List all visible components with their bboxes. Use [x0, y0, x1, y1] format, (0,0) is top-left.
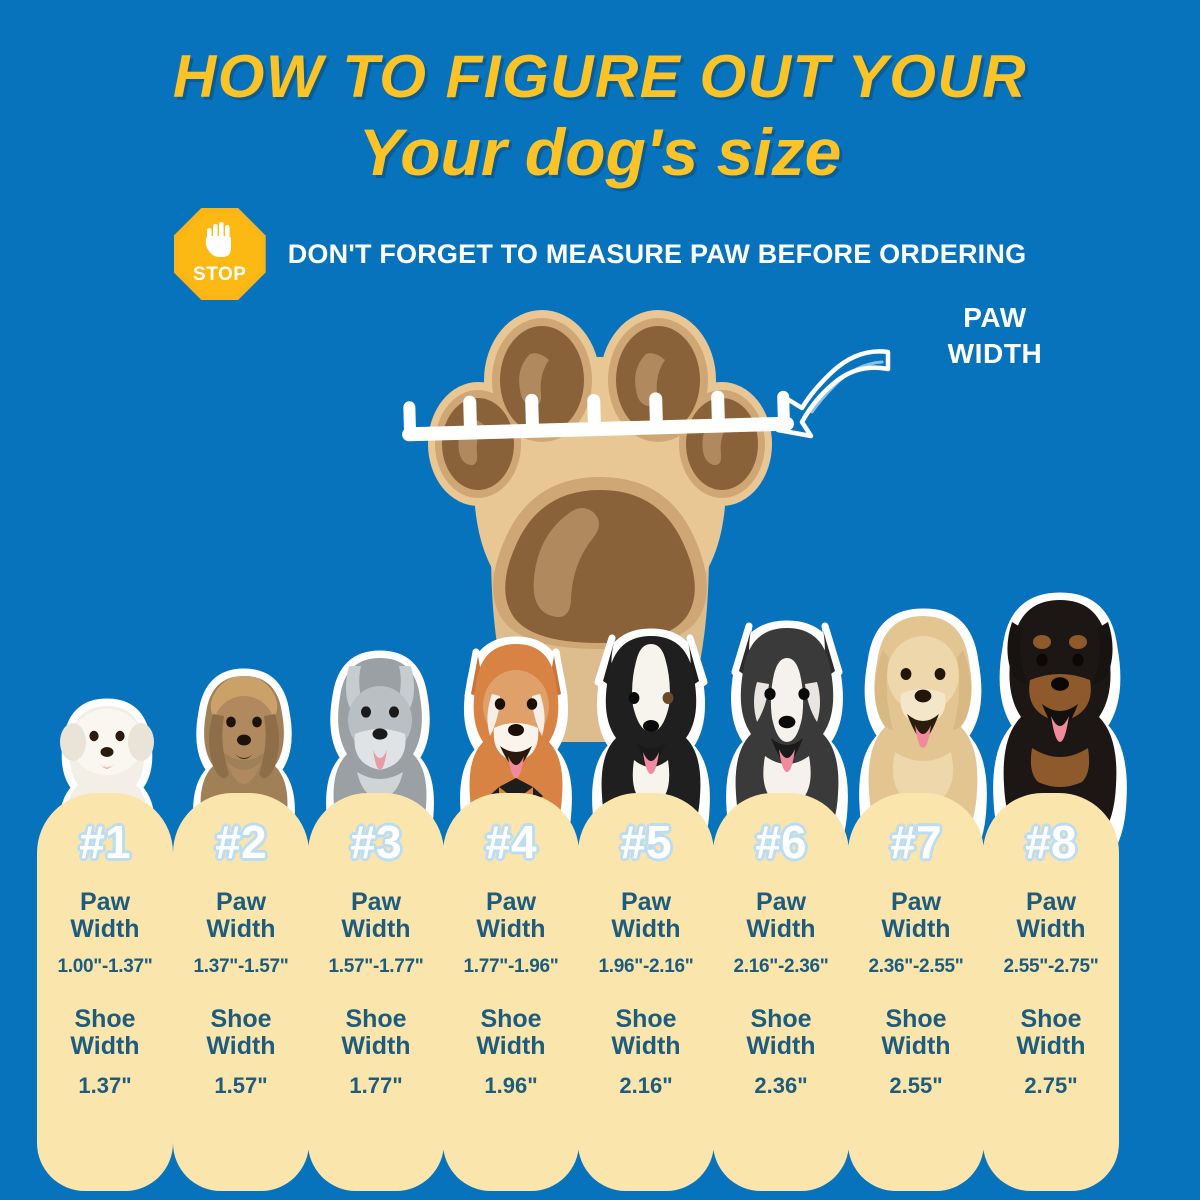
size-number: #2 [215, 816, 267, 868]
paw-width-label-l1: Paw [485, 888, 537, 916]
paw-width-label-l1: Paw [215, 888, 267, 916]
paw-width-label: Paw Width [983, 889, 1119, 943]
shoe-width-label-l2: Width [881, 1032, 951, 1060]
size-card-6[interactable]: #6 Paw Width 2.16"-2.36" Shoe Width 2.36" [713, 793, 849, 1191]
size-card-2[interactable]: #2 Paw Width 1.37"-1.57" Shoe Width 1.57" [173, 793, 309, 1191]
size-cards-row: #1 Paw Width 1.00"-1.37" Shoe Width 1.37" … [0, 793, 1200, 1193]
paw-width-value: 1.96"-2.16" [598, 956, 694, 977]
size-card-5[interactable]: #5 Paw Width 1.96"-2.16" Shoe Width 2.16" [578, 793, 714, 1191]
curved-arrow-icon [775, 349, 891, 439]
subtitle-row: STOP DON'T FORGET TO MEASURE PAW BEFORE … [0, 208, 1200, 300]
size-card-7[interactable]: #7 Paw Width 2.36"-2.55" Shoe Width 2.55" [848, 793, 984, 1191]
shoe-width-label: Shoe Width [443, 1006, 579, 1060]
shoe-width-label-l1: Shoe [345, 1005, 407, 1033]
shoe-width-label: Shoe Width [578, 1006, 714, 1060]
shoe-width-label: Shoe Width [308, 1006, 444, 1060]
shoe-width-label-l2: Width [1016, 1032, 1086, 1060]
paw-width-label-l1: Paw [890, 888, 942, 916]
shoe-width-value: 2.16" [619, 1073, 673, 1098]
ruler-icon [402, 390, 794, 442]
size-number: #4 [485, 816, 537, 868]
paw-width-label-l2: Width [341, 915, 411, 943]
paw-width-label: Paw Width [848, 889, 984, 943]
paw-width-label-l2: Width [746, 915, 816, 943]
subtitle-text: DON'T FORGET TO MEASURE PAW BEFORE ORDER… [287, 238, 1027, 269]
shoe-width-value: 2.36" [754, 1073, 808, 1098]
paw-width-label-l2: Width [70, 915, 140, 943]
paw-width-label-l2: Width [881, 915, 951, 943]
hand-icon [205, 222, 231, 257]
size-number: #1 [79, 816, 131, 868]
paw-width-label-l1: Paw [79, 888, 131, 916]
shoe-width-label-l1: Shoe [750, 1005, 812, 1033]
shoe-width-label-l1: Shoe [1020, 1005, 1082, 1033]
size-card-3[interactable]: #3 Paw Width 1.57"-1.77" Shoe Width 1.77" [308, 793, 444, 1191]
shoe-width-value: 1.57" [214, 1073, 268, 1098]
paw-width-value: 2.16"-2.36" [733, 956, 829, 977]
title-line-2: Your dog's size [358, 115, 842, 189]
shoe-width-label-l2: Width [611, 1032, 681, 1060]
paw-width-label-l1: Paw [1025, 888, 1077, 916]
paw-width-label: Paw Width [578, 889, 714, 943]
shoe-width-label-l2: Width [206, 1032, 276, 1060]
paw-width-label-l2: Width [1016, 915, 1086, 943]
paw-width-value: 1.00"-1.37" [57, 956, 153, 977]
paw-width-value: 1.77"-1.96" [463, 956, 559, 977]
shoe-width-value: 2.75" [1024, 1073, 1078, 1098]
paw-width-callout-line2: WIDTH [947, 338, 1043, 369]
paw-width-callout-line1: PAW [963, 302, 1027, 333]
shoe-width-value: 1.77" [349, 1073, 403, 1098]
size-card-1[interactable]: #1 Paw Width 1.00"-1.37" Shoe Width 1.37" [37, 793, 173, 1191]
size-number: #3 [350, 816, 402, 868]
paw-width-value: 1.57"-1.77" [328, 956, 424, 977]
shoe-width-label-l1: Shoe [74, 1005, 136, 1033]
paw-width-value: 2.55"-2.75" [1003, 956, 1099, 977]
paw-width-value: 2.36"-2.55" [868, 956, 964, 977]
size-number: #5 [620, 816, 672, 868]
shoe-width-label-l2: Width [341, 1032, 411, 1060]
paw-width-label: Paw Width [173, 889, 309, 943]
paw-width-label-l2: Width [206, 915, 276, 943]
shoe-width-label-l1: Shoe [615, 1005, 677, 1033]
shoe-width-value: 1.96" [484, 1073, 538, 1098]
shoe-width-value: 2.55" [889, 1073, 943, 1098]
shoe-width-label-l2: Width [476, 1032, 546, 1060]
shoe-width-value: 1.37" [78, 1073, 132, 1098]
paw-width-label-l2: Width [611, 915, 681, 943]
shoe-width-label: Shoe Width [713, 1006, 849, 1060]
page-title: HOW TO FIGURE OUT YOUR Your dog's size [0, 46, 1200, 192]
shoe-width-label-l1: Shoe [885, 1005, 947, 1033]
paw-width-label-l2: Width [476, 915, 546, 943]
paw-width-label: Paw Width [308, 889, 444, 943]
size-number: #8 [1025, 816, 1077, 868]
shoe-width-label-l1: Shoe [210, 1005, 272, 1033]
size-number: #7 [890, 816, 942, 868]
title-line-1: HOW TO FIGURE OUT YOUR [172, 43, 1028, 110]
paw-width-label: Paw Width [713, 889, 849, 943]
shoe-width-label: Shoe Width [983, 1006, 1119, 1060]
shoe-width-label-l1: Shoe [480, 1005, 542, 1033]
shoe-width-label: Shoe Width [173, 1006, 309, 1060]
paw-width-value: 1.37"-1.57" [193, 956, 289, 977]
stop-sign-icon: STOP [173, 208, 266, 300]
size-card-8[interactable]: #8 Paw Width 2.55"-2.75" Shoe Width 2.75" [983, 793, 1119, 1191]
shoe-width-label-l2: Width [70, 1032, 140, 1060]
stop-sign-text: STOP [193, 264, 247, 285]
shoe-width-label: Shoe Width [37, 1006, 173, 1060]
paw-width-label-l1: Paw [620, 888, 672, 916]
shoe-width-label-l2: Width [746, 1032, 816, 1060]
shoe-width-label: Shoe Width [848, 1006, 984, 1060]
paw-width-label: Paw Width [443, 889, 579, 943]
paw-width-label-l1: Paw [755, 888, 807, 916]
paw-width-label: Paw Width [37, 889, 173, 943]
size-number: #6 [755, 816, 807, 868]
paw-width-callout: PAW WIDTH [905, 300, 1085, 372]
paw-width-label-l1: Paw [350, 888, 402, 916]
size-card-4[interactable]: #4 Paw Width 1.77"-1.96" Shoe Width 1.96" [443, 793, 579, 1191]
